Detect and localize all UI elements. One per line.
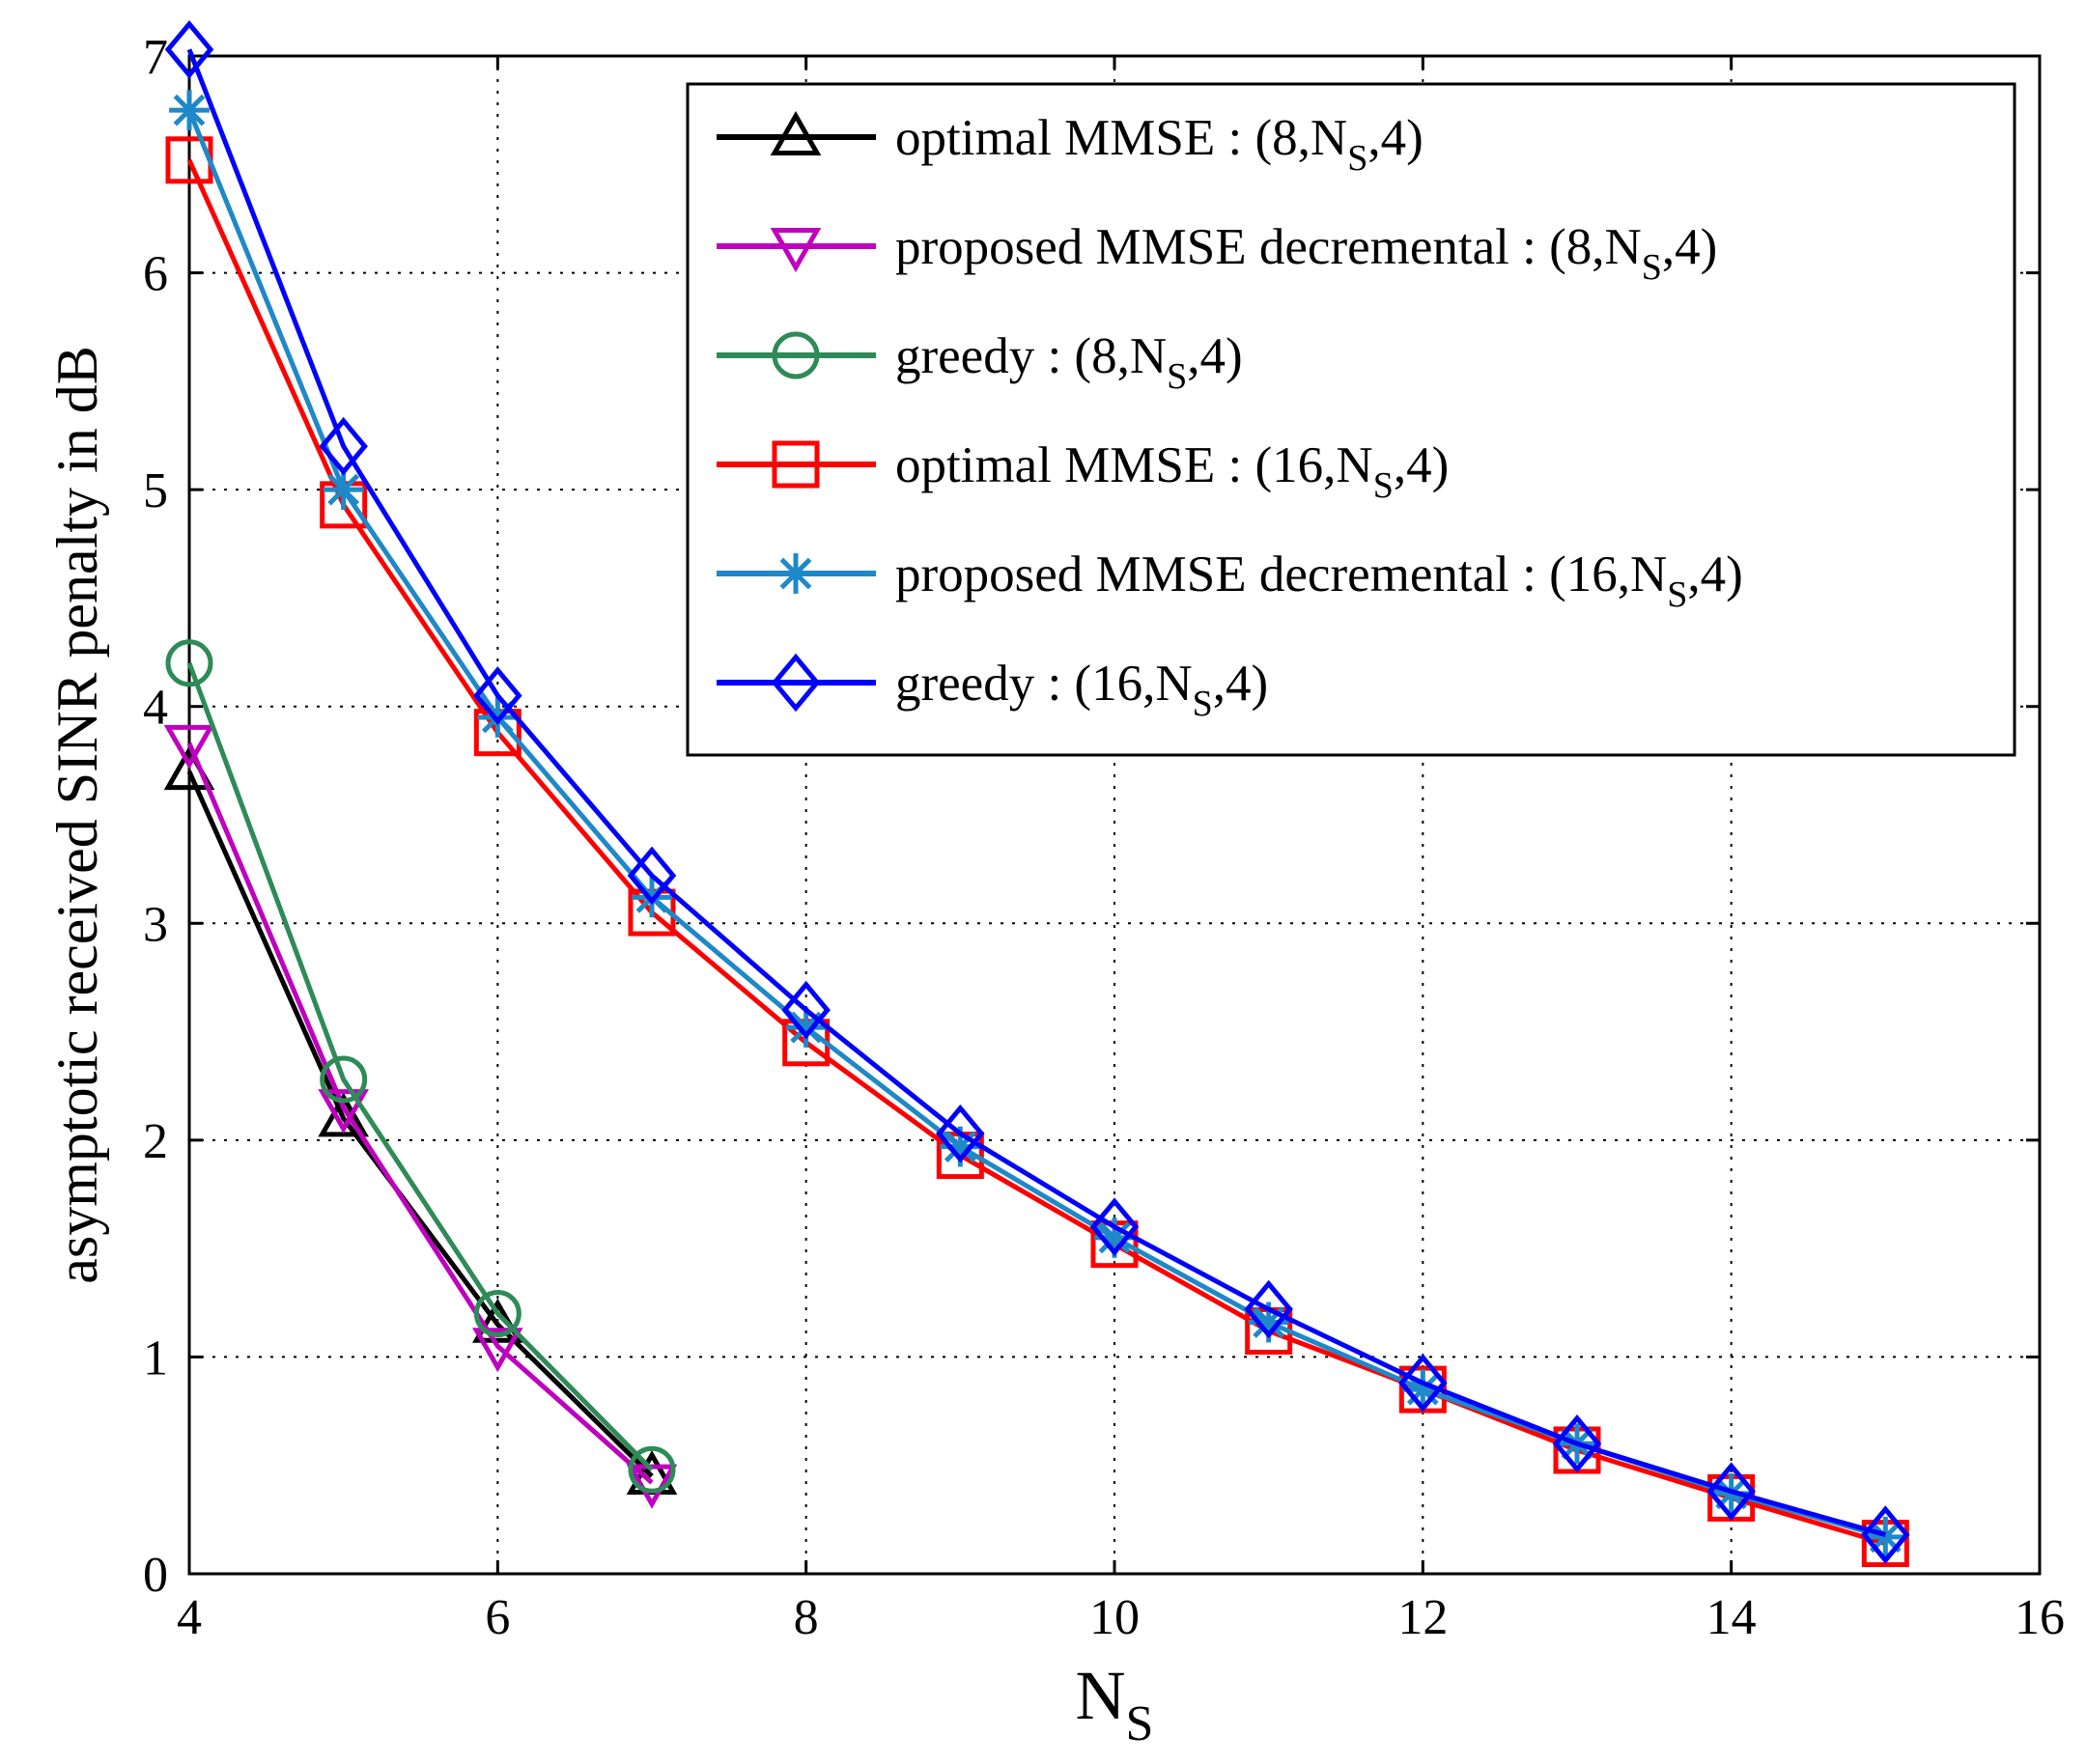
legend-label-suffix: ,4) bbox=[1394, 437, 1449, 493]
legend-item: greedy : (16,NS,4) bbox=[717, 653, 1268, 724]
legend-label-sub: S bbox=[1642, 247, 1662, 288]
series-6 bbox=[164, 19, 1910, 1564]
legend-label: proposed MMSE decremental : (16,NS,4) bbox=[895, 546, 1743, 615]
legend-item: proposed MMSE decremental : (8,NS,4) bbox=[717, 219, 1717, 288]
legend-label-suffix: ,4) bbox=[1687, 546, 1742, 602]
series-group bbox=[163, 19, 1910, 1568]
y-tick-label: 6 bbox=[143, 247, 168, 302]
series-line bbox=[186, 661, 654, 1471]
legend-label-main: greedy : (8,N bbox=[895, 328, 1167, 384]
y-tick-label: 2 bbox=[143, 1114, 168, 1169]
series-4 bbox=[165, 136, 1909, 1568]
series-line bbox=[186, 158, 1887, 1546]
series-line bbox=[186, 48, 1887, 1537]
legend-label-suffix: ,4) bbox=[1187, 328, 1242, 384]
data-point bbox=[781, 980, 831, 1040]
data-point bbox=[319, 416, 368, 476]
x-axis-title-sub: S bbox=[1126, 1696, 1154, 1751]
data-point bbox=[1552, 1414, 1602, 1473]
data-point bbox=[169, 90, 210, 131]
data-point bbox=[318, 1089, 369, 1134]
legend-marker bbox=[772, 440, 820, 489]
data-point bbox=[1089, 1197, 1140, 1256]
legend-label-main: optimal MMSE : (8,N bbox=[895, 110, 1347, 166]
data-point bbox=[1398, 1354, 1448, 1413]
x-tick-label: 8 bbox=[794, 1590, 819, 1645]
y-tick-label: 3 bbox=[143, 897, 168, 952]
data-point bbox=[323, 469, 364, 511]
legend-label-suffix: ,4) bbox=[1367, 110, 1423, 166]
data-point bbox=[627, 846, 677, 906]
y-axis-title: asymptotic received SINR penalty in dB bbox=[45, 346, 109, 1283]
y-tick-label: 5 bbox=[143, 463, 168, 518]
legend-label-suffix: ,4) bbox=[1213, 656, 1268, 712]
legend-label: greedy : (8,NS,4) bbox=[895, 328, 1243, 397]
series-line bbox=[186, 742, 654, 1485]
data-point bbox=[785, 1007, 827, 1048]
legend-marker bbox=[770, 228, 822, 273]
legend-marker bbox=[771, 653, 821, 713]
legend-label: proposed MMSE decremental : (8,NS,4) bbox=[895, 219, 1717, 288]
x-tick-label: 16 bbox=[2015, 1590, 2065, 1645]
legend-label-main: proposed MMSE decremental : (16,N bbox=[895, 546, 1667, 602]
legend-label-sub: S bbox=[1373, 465, 1394, 506]
x-tick-label: 14 bbox=[1706, 1590, 1757, 1645]
data-point bbox=[473, 1290, 522, 1338]
data-point bbox=[473, 666, 522, 725]
data-point bbox=[164, 19, 214, 79]
legend-marker bbox=[770, 110, 822, 155]
legend-marker bbox=[772, 331, 820, 379]
legend-item: optimal MMSE : (16,NS,4) bbox=[717, 437, 1449, 506]
x-axis-title: NS bbox=[1076, 1657, 1154, 1751]
x-tick-label: 12 bbox=[1397, 1590, 1448, 1645]
y-tick-label: 0 bbox=[143, 1548, 168, 1603]
data-point bbox=[165, 639, 213, 687]
y-tick-label: 4 bbox=[143, 681, 168, 736]
data-point bbox=[1861, 1505, 1910, 1564]
legend-label-sub: S bbox=[1347, 138, 1367, 179]
x-axis-title-main: N bbox=[1076, 1657, 1126, 1734]
legend-label: optimal MMSE : (8,NS,4) bbox=[895, 110, 1424, 179]
legend-box bbox=[686, 82, 2016, 757]
legend-label-sub: S bbox=[1167, 356, 1187, 397]
data-point bbox=[1706, 1462, 1756, 1521]
legend-item: greedy : (8,NS,4) bbox=[717, 328, 1243, 397]
legend-label-suffix: ,4) bbox=[1662, 219, 1717, 275]
data-point bbox=[628, 1445, 676, 1494]
data-point bbox=[472, 1328, 523, 1373]
legend-item: proposed MMSE decremental : (16,NS,4) bbox=[717, 546, 1743, 615]
data-point bbox=[936, 1104, 985, 1163]
legend-marker bbox=[775, 553, 816, 594]
x-tick-label: 6 bbox=[485, 1590, 510, 1645]
legend-label-main: greedy : (16,N bbox=[895, 656, 1193, 712]
y-tick-label: 1 bbox=[143, 1330, 168, 1386]
legend: optimal MMSE : (8,NS,4)proposed MMSE dec… bbox=[686, 82, 2016, 757]
data-point bbox=[320, 1055, 368, 1104]
legend-label: optimal MMSE : (16,NS,4) bbox=[895, 437, 1449, 506]
x-tick-label: 4 bbox=[177, 1590, 202, 1645]
y-tick-label: 7 bbox=[143, 30, 168, 85]
series-3 bbox=[165, 639, 676, 1494]
data-point bbox=[163, 724, 215, 770]
data-point bbox=[318, 1092, 369, 1137]
legend-label-sub: S bbox=[1193, 684, 1213, 724]
series-line bbox=[186, 770, 654, 1478]
data-point bbox=[1244, 1279, 1293, 1339]
legend-item: optimal MMSE : (8,NS,4) bbox=[717, 110, 1424, 179]
legend-label-main: optimal MMSE : (16,N bbox=[895, 437, 1373, 493]
legend-label-main: proposed MMSE decremental : (8,N bbox=[895, 219, 1642, 275]
legend-label: greedy : (16,NS,4) bbox=[895, 656, 1268, 724]
x-tick-label: 10 bbox=[1089, 1590, 1140, 1645]
legend-label-sub: S bbox=[1667, 574, 1687, 615]
